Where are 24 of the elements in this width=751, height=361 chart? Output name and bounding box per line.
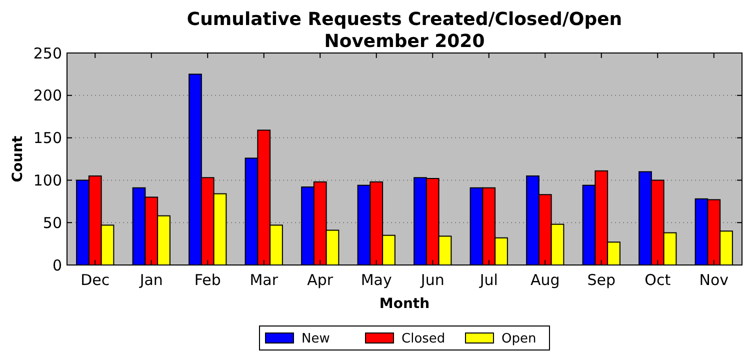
x-tick-label: Jan: [138, 271, 163, 289]
chart-title: Cumulative Requests Created/Closed/Open November 2020: [186, 9, 622, 52]
x-tick-label: Oct: [644, 271, 671, 289]
x-axis-title: Month: [379, 296, 430, 312]
x-tick-label: Aug: [530, 271, 560, 289]
y-tick-label: 50: [42, 214, 62, 232]
x-tick-label: Jun: [420, 271, 444, 289]
x-tick-label: Apr: [307, 271, 334, 289]
y-tick-label: 0: [52, 256, 62, 274]
y-tick-label: 250: [33, 44, 62, 62]
x-tick-label: Jul: [478, 271, 498, 289]
y-tick-label: 100: [33, 171, 62, 190]
x-tick-label: Mar: [250, 271, 279, 289]
y-axis-title: Count: [10, 135, 26, 182]
y-tick-label: 200: [33, 86, 62, 105]
legend-label: New: [302, 332, 330, 347]
x-tick-label: Sep: [587, 271, 616, 289]
legend-label: Closed: [402, 332, 446, 347]
x-tick-label: May: [360, 271, 392, 289]
x-tick-label: Nov: [699, 271, 729, 289]
x-tick-label: Feb: [194, 271, 221, 289]
legend-label: Open: [502, 332, 536, 347]
x-tick-label: Dec: [80, 271, 110, 289]
y-tick-label: 150: [33, 129, 62, 148]
